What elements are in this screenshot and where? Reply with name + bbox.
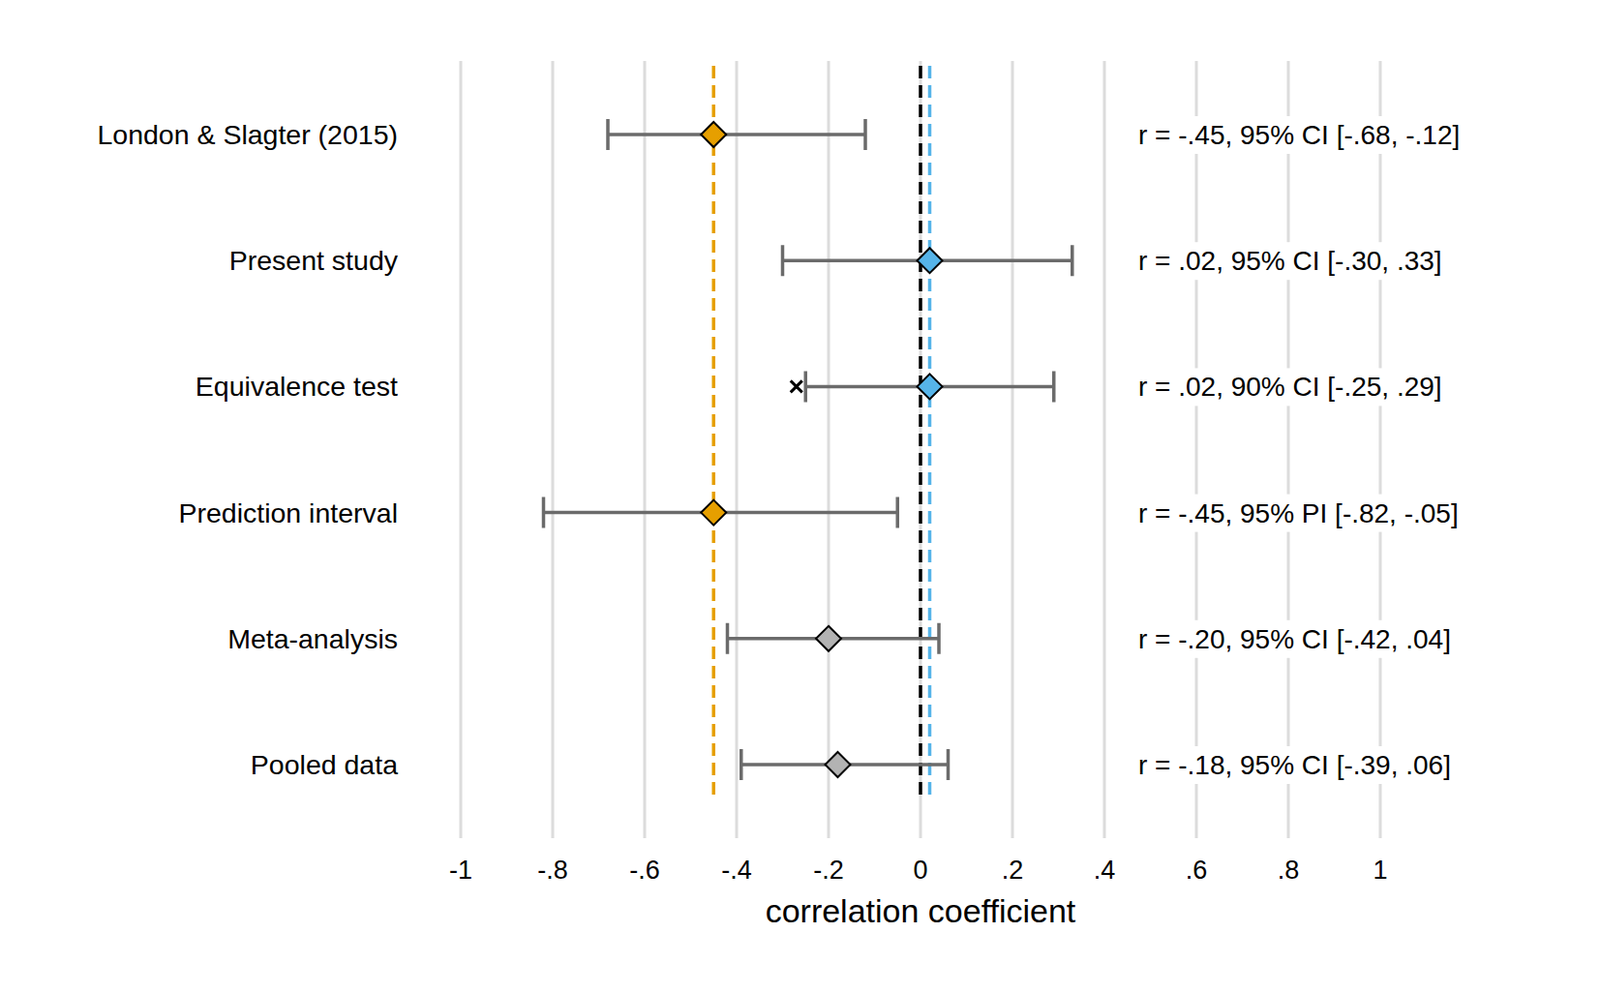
grid-line xyxy=(1195,60,1199,839)
tick-label: -.6 xyxy=(629,855,661,885)
point-estimate xyxy=(700,121,726,148)
tick-label: -.4 xyxy=(721,855,753,885)
reference-line xyxy=(712,65,717,800)
category-label: Prediction interval xyxy=(178,497,398,529)
grid-line xyxy=(551,60,555,839)
bound-marker xyxy=(790,380,803,393)
tick-label: .8 xyxy=(1277,855,1300,885)
grid-line xyxy=(643,60,647,839)
annotation-bg xyxy=(1130,241,1450,280)
error-bar xyxy=(741,749,949,781)
axis-title: correlation coefficient xyxy=(765,892,1077,930)
annotation: r = -.18, 95% CI [-.39, .06] xyxy=(1138,750,1451,781)
grid-line xyxy=(827,60,831,839)
error-bar xyxy=(805,370,1055,402)
tick-label: .4 xyxy=(1093,855,1117,885)
annotation: r = -.20, 95% CI [-.42, .04] xyxy=(1138,624,1451,655)
reference-line xyxy=(918,65,923,800)
grid-line xyxy=(1287,60,1291,839)
tick-label: 0 xyxy=(912,855,928,885)
tick-label: 1 xyxy=(1372,855,1388,885)
estimate xyxy=(783,244,1073,276)
grid-line xyxy=(919,60,923,839)
category-label: Present study xyxy=(229,244,399,276)
tick-label: -.8 xyxy=(537,855,569,885)
error-bar xyxy=(607,119,866,151)
tick-label: .2 xyxy=(1001,855,1025,885)
category-label: London & Slagter (2015) xyxy=(96,119,398,151)
grid-line xyxy=(1379,60,1383,839)
annotation: r = -.45, 95% PI [-.82, -.05] xyxy=(1138,498,1459,529)
error-bar xyxy=(543,497,899,529)
grid-line xyxy=(1011,60,1015,839)
tick-label: .6 xyxy=(1185,855,1208,885)
annotation-bg xyxy=(1130,367,1450,406)
estimate xyxy=(607,119,866,151)
grid-line xyxy=(1103,60,1107,839)
annotation-bg xyxy=(1130,116,1468,154)
point-estimate xyxy=(825,752,851,778)
point-estimate xyxy=(815,626,842,652)
tick-label: -.2 xyxy=(813,855,845,885)
grid-line xyxy=(735,60,739,839)
category-label: Meta-analysis xyxy=(227,623,398,655)
annotation-bg xyxy=(1130,620,1459,659)
point-estimate xyxy=(917,247,943,273)
plot-area xyxy=(543,65,1073,800)
annotations: r = -.45, 95% CI [-.68, -.12] r = .02, 95… xyxy=(1130,116,1468,785)
reference-line xyxy=(928,65,933,800)
error-bar xyxy=(783,244,1073,276)
estimate xyxy=(790,370,1055,402)
category-label: Pooled data xyxy=(250,749,398,781)
annotation: r = .02, 95% CI [-.30, .33] xyxy=(1138,245,1443,276)
tick-label: -1 xyxy=(449,855,473,885)
estimate xyxy=(741,749,949,781)
grid-line xyxy=(459,60,463,839)
annotation: r = -.45, 95% CI [-.68, -.12] xyxy=(1138,120,1460,151)
point-estimate xyxy=(700,500,726,526)
grid xyxy=(460,60,1381,839)
annotation-bg xyxy=(1130,746,1459,785)
estimate xyxy=(727,623,940,655)
annotation-bg xyxy=(1130,494,1467,533)
point-estimate xyxy=(917,373,943,399)
chart: -1 -.8 -.6 -.4 -.2 0 .2 .4 .6 .8 1 correlation coef… xyxy=(0,0,1600,993)
error-bar xyxy=(727,623,940,655)
category-label: Equivalence test xyxy=(195,370,398,402)
estimate xyxy=(543,497,899,529)
annotation: r = .02, 90% CI [-.25, .29] xyxy=(1138,371,1443,402)
